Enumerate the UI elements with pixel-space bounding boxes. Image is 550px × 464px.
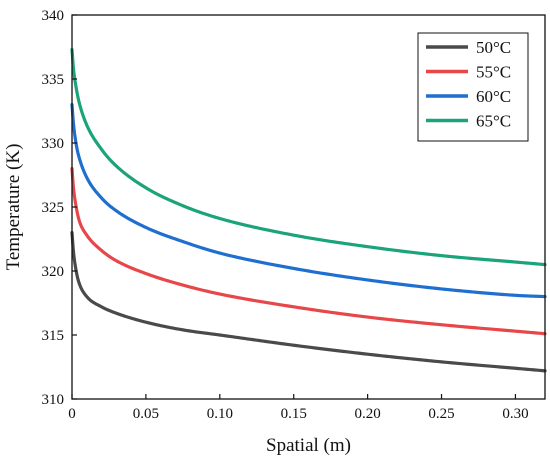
y-tick-label: 315 (42, 328, 65, 344)
legend-label: 50°C (476, 38, 511, 57)
axes-layer: 0 0.05 0.10 0.15 0.20 0.25 0.30 310 315 320 325 330… (42, 8, 529, 422)
x-tick-label: 0.30 (502, 406, 528, 422)
y-axis-title: Temperature (K) (3, 144, 24, 271)
series-line-3 (70, 103, 547, 299)
x-axis-title: Spatial (m) (266, 435, 351, 456)
x-tick-label: 0.15 (281, 406, 307, 422)
legend: 50°C 55°C 60°C 65°C (417, 32, 529, 142)
y-tick-label: 320 (42, 264, 65, 280)
x-tick-label: 0 (68, 406, 76, 422)
y-tick-label: 340 (42, 8, 65, 24)
legend-label: 55°C (476, 63, 511, 82)
x-tick-label: 0.25 (428, 406, 454, 422)
series-line-4 (70, 47, 547, 267)
legend-label: 60°C (476, 87, 511, 106)
series-line-2 (70, 167, 547, 336)
series-line-1 (70, 231, 547, 373)
y-tick-label: 335 (42, 72, 65, 88)
y-tick-label: 325 (42, 200, 65, 216)
legend-box (417, 32, 529, 142)
x-tick-label: 0.05 (133, 406, 159, 422)
series-layer (70, 47, 547, 373)
legend-label: 65°C (476, 112, 511, 131)
y-tick-label: 330 (42, 136, 65, 152)
y-tick-label: 310 (42, 392, 65, 408)
x-tick-label: 0.10 (207, 406, 233, 422)
x-tick-label: 0.20 (355, 406, 381, 422)
